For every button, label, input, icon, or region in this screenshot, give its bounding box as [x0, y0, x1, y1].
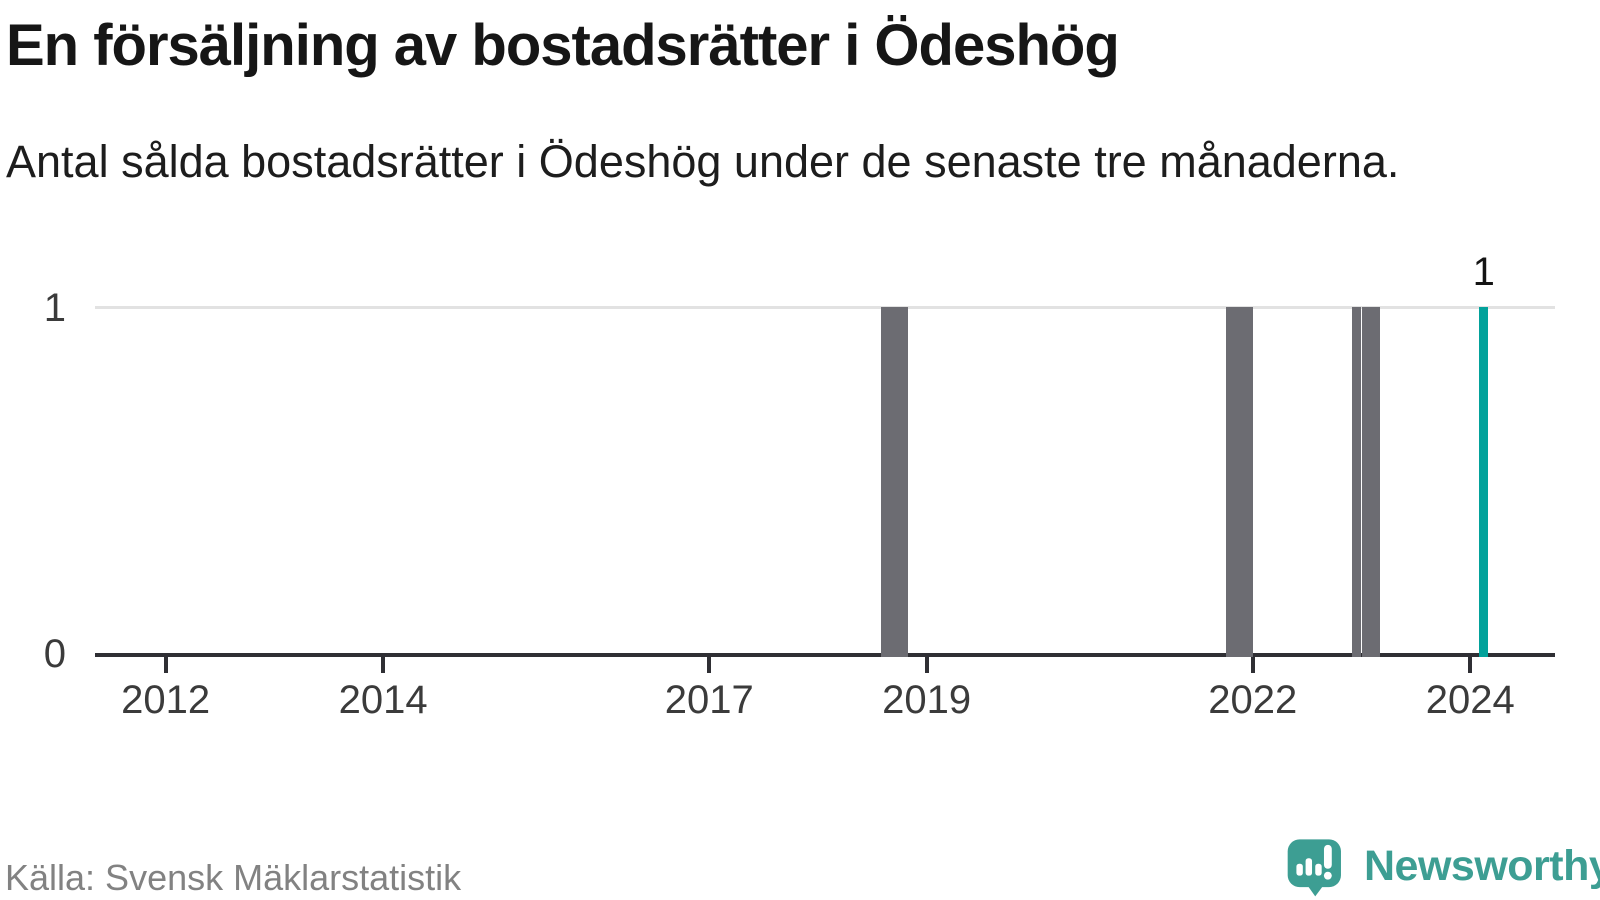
bar	[1243, 307, 1253, 657]
x-axis-tick	[163, 657, 168, 673]
x-axis-tick	[381, 657, 386, 673]
x-axis-tick-label: 2017	[664, 678, 754, 722]
x-axis-tick-label: 2012	[121, 678, 211, 722]
bar-highlight	[1479, 307, 1489, 657]
x-axis-tick-label: 2019	[882, 678, 972, 722]
x-axis-tick	[707, 657, 712, 673]
bar	[1370, 307, 1380, 657]
brand-logo: Newsworthy	[1284, 832, 1600, 900]
x-axis-tick-label: 2022	[1208, 678, 1298, 722]
x-axis-tick-label: 2024	[1425, 678, 1515, 722]
bar	[890, 307, 900, 657]
source-note: Källa: Svensk Mäklarstatistik	[5, 857, 462, 898]
bar	[899, 307, 909, 657]
bar	[1361, 307, 1371, 657]
chart-title: En försäljning av bostadsrätter i Ödeshö…	[6, 13, 1120, 78]
x-axis-tick	[1250, 657, 1255, 673]
x-axis-tick	[924, 657, 929, 673]
x-axis-tick-label: 2014	[338, 678, 428, 722]
y-axis-tick-label: 1	[43, 286, 66, 330]
bar	[1352, 307, 1362, 657]
bar	[1234, 307, 1244, 657]
bar	[1225, 307, 1235, 657]
bar	[881, 307, 891, 657]
bar-value-label: 1	[1472, 250, 1495, 294]
gridline-y1	[95, 306, 1555, 309]
chart-subtitle: Antal sålda bostadsrätter i Ödeshög unde…	[6, 136, 1400, 187]
x-axis-tick	[1468, 657, 1473, 673]
brand-name: Newsworthy	[1364, 841, 1600, 890]
newsworthy-icon	[1287, 839, 1341, 897]
x-axis-line	[95, 653, 1555, 657]
y-axis-tick-label: 0	[43, 632, 66, 676]
